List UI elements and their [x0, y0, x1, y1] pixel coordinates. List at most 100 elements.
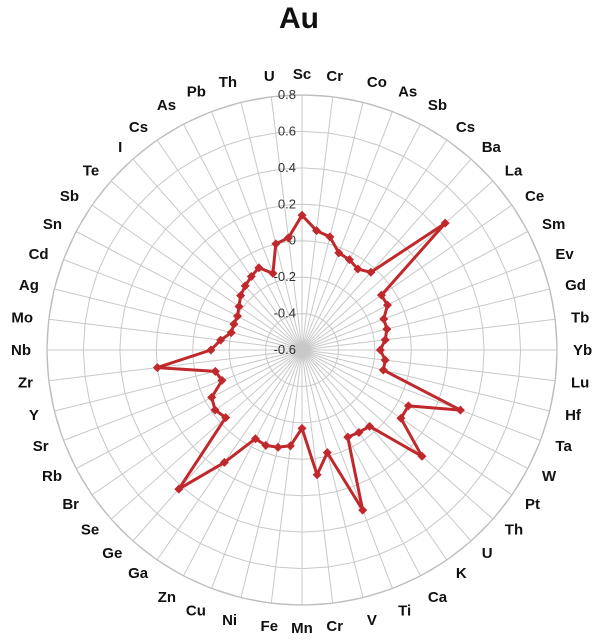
- data-point: [216, 335, 226, 345]
- category-label: Ge: [102, 545, 122, 562]
- data-point: [366, 267, 376, 277]
- data-point: [285, 441, 295, 451]
- data-point: [382, 300, 392, 310]
- grid-spoke: [301, 349, 550, 412]
- data-point: [271, 239, 281, 249]
- grid-spoke: [75, 231, 303, 351]
- category-label: Sc: [293, 66, 311, 83]
- data-point: [311, 226, 321, 236]
- grid-spoke: [91, 349, 303, 496]
- grid-spoke: [301, 349, 513, 496]
- grid-spoke: [301, 318, 556, 351]
- category-label: Fe: [261, 618, 279, 635]
- category-label: Cr: [326, 618, 343, 635]
- tick-label: 0.6: [278, 123, 296, 138]
- tick-label: -0.6: [274, 342, 296, 357]
- grid-spoke: [63, 259, 303, 351]
- category-label: Sb: [428, 97, 447, 114]
- category-label: Tb: [571, 309, 589, 326]
- tick-label: 0.8: [278, 87, 296, 102]
- data-point: [254, 263, 264, 273]
- data-point: [375, 345, 385, 355]
- grid-spoke: [301, 111, 393, 351]
- grid-spoke: [110, 349, 303, 520]
- tick-label: 0.2: [278, 196, 296, 211]
- data-point: [417, 451, 427, 461]
- grid-spoke: [301, 288, 550, 351]
- data-point: [236, 291, 246, 301]
- grid-spoke: [48, 318, 303, 351]
- data-point: [261, 440, 271, 450]
- data-point: [334, 248, 344, 258]
- category-label: U: [482, 545, 493, 562]
- category-label: V: [367, 612, 377, 629]
- grid-spoke: [301, 349, 541, 441]
- tick-label: 0: [289, 233, 296, 248]
- grid-spoke: [132, 158, 303, 351]
- data-point: [219, 457, 229, 467]
- data-point: [353, 264, 363, 274]
- data-point: [210, 366, 220, 376]
- data-point: [217, 375, 227, 385]
- category-label: Cd: [29, 246, 49, 263]
- tick-label: -0.4: [274, 306, 296, 321]
- data-point: [152, 363, 162, 373]
- grid-spoke: [270, 349, 303, 604]
- category-label: Mn: [291, 620, 313, 637]
- data-point: [358, 505, 368, 515]
- category-label: Th: [219, 74, 237, 91]
- data-point: [322, 448, 332, 458]
- tick-label: -0.2: [274, 269, 296, 284]
- data-point: [378, 365, 388, 375]
- category-label: Ag: [19, 277, 39, 294]
- data-point: [376, 290, 386, 300]
- grid-spoke: [211, 349, 303, 589]
- category-label: Cu: [186, 602, 206, 619]
- grid-spoke: [156, 349, 303, 561]
- data-point: [246, 272, 256, 282]
- grid-spoke: [301, 349, 421, 577]
- category-label: Zr: [18, 375, 33, 392]
- grid-spoke: [270, 96, 303, 351]
- data-point: [455, 405, 465, 415]
- category-label: Ti: [398, 602, 411, 619]
- category-label: Ga: [128, 565, 149, 582]
- category-label: Sr: [33, 438, 49, 455]
- data-point: [379, 314, 389, 324]
- category-label: Pb: [187, 84, 206, 101]
- category-label: Ba: [482, 139, 502, 156]
- category-label: Rb: [42, 468, 62, 485]
- grid-spoke: [91, 204, 303, 351]
- grid-spoke: [301, 180, 494, 351]
- grid-spoke: [54, 288, 303, 351]
- grid-spoke: [301, 349, 448, 561]
- grid-spoke: [301, 349, 494, 520]
- data-point: [234, 302, 244, 312]
- data-point: [250, 434, 260, 444]
- category-label: Sn: [43, 216, 62, 233]
- grid-spoke: [301, 158, 472, 351]
- data-point: [229, 319, 239, 329]
- category-label: Y: [29, 407, 39, 424]
- data-point: [354, 427, 364, 437]
- data-point: [325, 232, 335, 242]
- grid-spoke: [301, 96, 334, 351]
- category-label: Ta: [555, 438, 572, 455]
- category-label: Ni: [222, 612, 237, 629]
- category-label: Cs: [456, 119, 475, 136]
- category-label: Br: [62, 496, 79, 513]
- data-point: [207, 392, 217, 402]
- chart-title: Au: [279, 2, 319, 35]
- grid-spoke: [301, 259, 541, 351]
- data-point: [232, 311, 242, 321]
- data-point: [365, 421, 375, 431]
- category-label: Mo: [11, 309, 33, 326]
- category-label: U: [264, 68, 275, 85]
- category-label: Ca: [428, 589, 448, 606]
- category-label: Zn: [158, 589, 176, 606]
- grid-spoke: [301, 349, 529, 469]
- grid-spoke: [48, 349, 303, 382]
- category-label: Co: [367, 74, 387, 91]
